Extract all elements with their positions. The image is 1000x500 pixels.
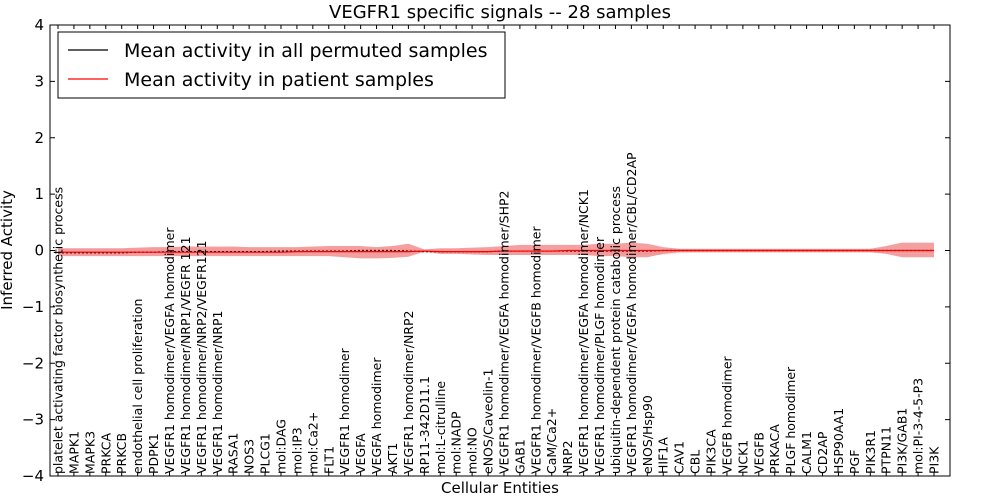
x-category-label: NOS3 [242,439,257,474]
x-category-label: GAB1 [512,439,527,474]
x-category-label: VEGFR1 homodimer/VEGFA homodimer/NCK1 [576,189,591,474]
y-tick-label: −1 [22,298,44,316]
x-category-label: VEGFR1 homodimer/NRP1/VEGFR 121 [178,236,193,474]
chart-title: VEGFR1 specific signals -- 28 samples [329,2,671,23]
x-category-label: mol:PI-3-4-5-P3 [911,378,926,474]
x-category-label: CD2AP [815,431,830,474]
legend-label-permuted: Mean activity in all permuted samples [124,40,487,62]
x-category-label: PIK3CA [704,429,719,474]
x-category-label: mol:IP3 [289,427,304,474]
x-category-label: mol:NO [465,427,480,474]
x-category-label: endothelial cell proliferation [130,299,145,474]
y-tick-label: 1 [34,185,44,203]
x-category-label: PI3K [927,446,942,474]
x-category-label: MAPK1 [66,431,81,474]
x-category-label: PLGF homodimer [783,366,798,474]
legend-label-patient: Mean activity in patient samples [124,69,434,91]
x-category-label: PDPK1 [146,433,161,474]
x-category-label: VEGFB homodimer [719,355,734,474]
x-category-label: NRP2 [560,440,575,474]
x-category-label: PGF [847,450,862,474]
y-tick-label: 3 [34,72,44,90]
x-category-label: VEGFR1 homodimer/VEGFB homodimer [528,226,543,474]
plot-area: −4 −3 −2 −1 0 1 2 3 4 platelet activating factor … [22,16,950,485]
x-category-label: CaM/Ca2+ [544,408,559,474]
x-category-label: PI3K/GAB1 [895,408,910,474]
x-category-label: PTPN11 [879,426,894,474]
y-tick-label: −3 [22,411,44,429]
y-tick-label: −2 [22,354,44,372]
x-category-label: VEGFR1 homodimer/NRP2 [401,311,416,474]
x-category-label: HSP90AA1 [831,408,846,474]
y-tick-label: 4 [34,16,44,34]
legend: Mean activity in all permuted samples Me… [57,31,506,99]
series-band-1 [58,242,934,259]
x-category-label: VEGFA homodimer [369,357,384,474]
x-category-label: mol:L-citrulline [433,381,448,474]
series-line-1 [58,249,934,253]
x-category-label: mol:NADP [449,411,464,474]
y-tick-label: 2 [34,129,44,147]
x-category-label: HIF1A [656,437,671,474]
x-category-label: CBL [688,450,703,474]
plot-frame [49,24,951,477]
x-category-label: CALM1 [799,431,814,474]
x-category-label: PRKCA [98,433,113,474]
x-category-label: PRKCB [114,433,129,474]
x-category-label: PLCG1 [258,433,273,474]
x-category-label: MAPK3 [82,431,97,474]
x-category-label: PRKACA [767,424,782,474]
x-category-label: eNOS/Caveolin-1 [481,369,496,474]
x-category-label: eNOS/Hsp90 [640,395,655,474]
x-category-label: platelet activating factor biosynthetic … [51,187,66,474]
x-category-label: VEGFR1 homodimer/VEGFA homodimer [162,227,177,474]
x-category-label: RASA1 [226,433,241,474]
y-axis-label: Inferred Activity [0,190,16,310]
x-category-label: AKT1 [385,443,400,474]
x-category-label: VEGFR1 homodimer/NRP2/VEGFR121 [194,240,209,474]
x-axis-label: Cellular Entities [441,479,559,497]
x-category-label: VEGFR1 homodimer/VEGFA homodimer/SHP2 [496,190,511,474]
y-tick-label: −4 [22,467,44,485]
x-category-label: VEGFR1 homodimer/NRP1 [210,311,225,474]
x-category-label: CAV1 [672,441,687,474]
x-category-label: FLT1 [321,446,336,474]
x-category-label: VEGFR1 homodimer/PLGF homodimer [592,236,607,474]
x-category-label: VEGFA [353,433,368,474]
x-category-label: RP11-342D11.1 [417,376,432,474]
x-category-label: ubiquitin-dependent protein catabolic pr… [608,186,623,474]
x-category-label: VEGFR1 homodimer [337,347,352,474]
x-category-label: mol:Ca2+ [305,412,320,474]
x-category-label: VEGFR1 homodimer/VEGFA homodimer/CBL/CD2… [624,152,639,474]
x-category-label: PIK3R1 [863,430,878,474]
legend-box [57,31,506,99]
x-category-label: mol:DAG [273,419,288,474]
x-category-label: NCK1 [735,440,750,474]
y-tick-label: 0 [34,242,44,260]
x-category-label: VEGFB [751,432,766,474]
